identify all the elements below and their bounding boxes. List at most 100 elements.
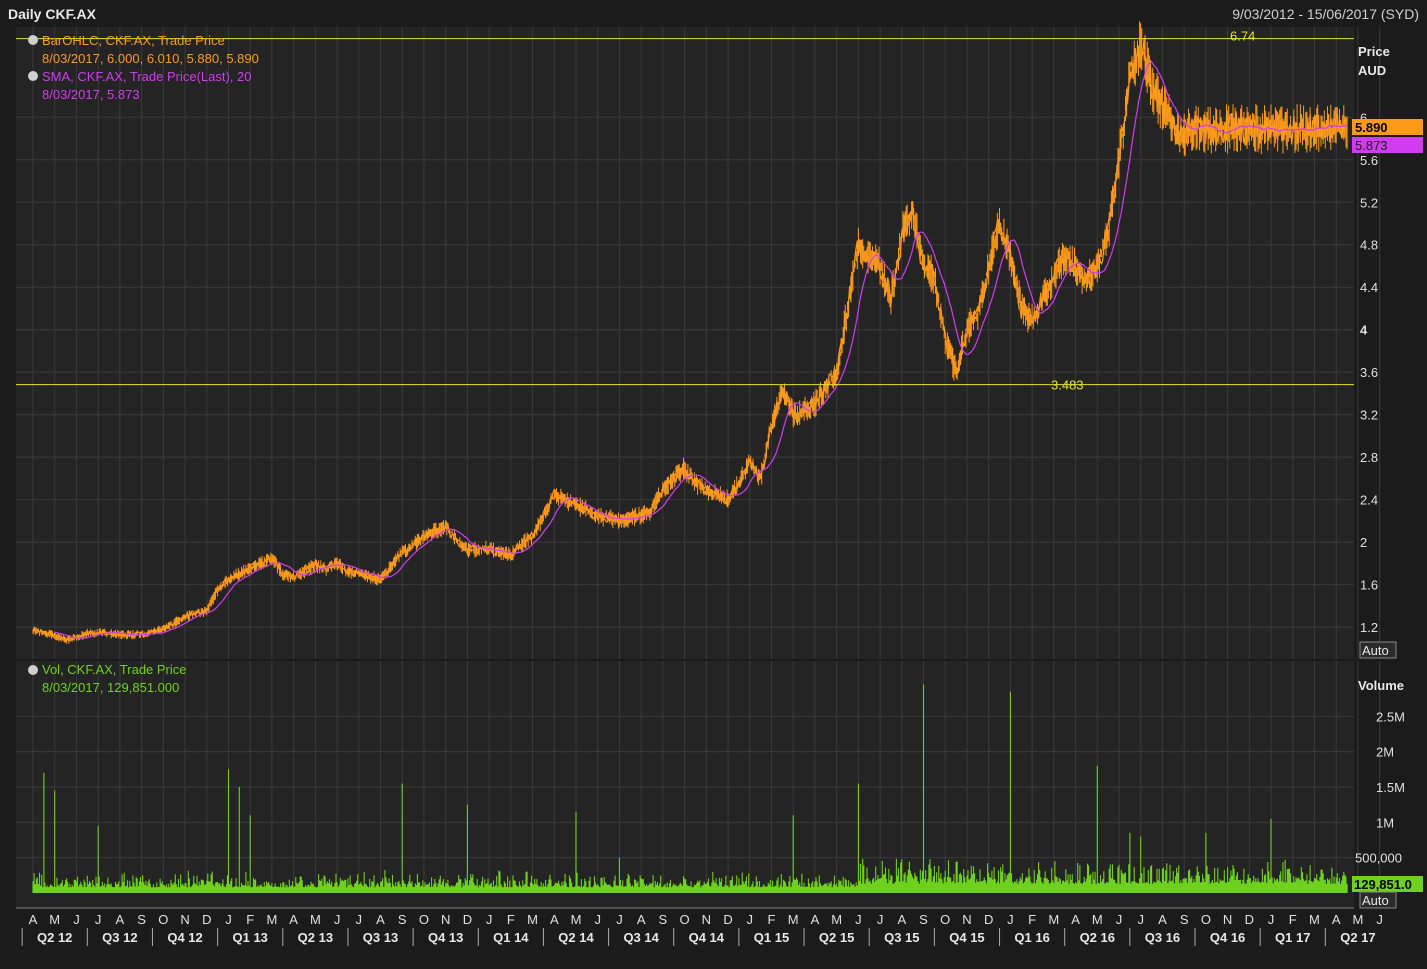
- month-label: F: [1028, 912, 1036, 927]
- chart-header: Daily CKF.AX 9/03/2012 - 15/06/2017 (SYD…: [0, 0, 1427, 27]
- month-label: M: [49, 912, 60, 927]
- month-label: M: [310, 912, 321, 927]
- month-label: J: [594, 912, 601, 927]
- sma-legend-icon[interactable]: [28, 71, 38, 81]
- quarter-label: Q4 16: [1210, 930, 1245, 945]
- month-label: J: [1007, 912, 1014, 927]
- month-label: A: [1332, 912, 1341, 927]
- month-label: D: [984, 912, 993, 927]
- month-label: N: [962, 912, 971, 927]
- month-label: O: [940, 912, 950, 927]
- last-volume-badge: [1352, 876, 1423, 892]
- quarter-label: Q2 16: [1080, 930, 1115, 945]
- month-label: S: [1180, 912, 1189, 927]
- high-label: 6.74: [1230, 29, 1255, 44]
- price-tick-label: 4.4: [1360, 280, 1378, 295]
- price-tick-label: 2.8: [1360, 450, 1378, 465]
- month-label: O: [419, 912, 429, 927]
- month-label: J: [1268, 912, 1275, 927]
- month-label: M: [571, 912, 582, 927]
- volume-auto-button[interactable]: [1359, 891, 1397, 909]
- volume-tick-label: 1M: [1376, 815, 1394, 830]
- low-label: 3.483: [1051, 378, 1084, 393]
- month-label: J: [225, 912, 232, 927]
- price-tick-label: 1.2: [1360, 620, 1378, 635]
- last-sma-label: 5.873: [1355, 138, 1388, 153]
- volume-axis: 500,000 1M 1.5M 2M 2.5M: [1355, 709, 1405, 865]
- month-label: J: [95, 912, 102, 927]
- volume-axis-title: Volume: [1358, 678, 1404, 693]
- month-label: N: [441, 912, 450, 927]
- price-axis-unit: AUD: [1358, 63, 1386, 78]
- month-label: D: [202, 912, 211, 927]
- month-label: D: [1245, 912, 1254, 927]
- volume-legend-name: Vol, CKF.AX, Trade Price: [42, 662, 187, 677]
- month-label: J: [855, 912, 862, 927]
- month-label: J: [1137, 912, 1144, 927]
- price-tick-label: 1.6: [1360, 578, 1378, 593]
- quarter-label: Q1 14: [493, 930, 529, 945]
- quarter-label: Q4 15: [949, 930, 984, 945]
- month-label: O: [1201, 912, 1211, 927]
- month-label: A: [1158, 912, 1167, 927]
- sma-line: [54, 60, 1348, 639]
- price-series: [32, 21, 1348, 644]
- month-label: J: [73, 912, 80, 927]
- quarter-label: Q2 12: [37, 930, 72, 945]
- month-label: J: [1376, 912, 1383, 927]
- month-label: M: [1309, 912, 1320, 927]
- month-label: J: [486, 912, 493, 927]
- quarter-label: Q1 15: [754, 930, 789, 945]
- month-label: M: [527, 912, 538, 927]
- price-auto-label: Auto: [1362, 643, 1389, 658]
- quarter-label: Q1 17: [1275, 930, 1310, 945]
- quarter-label: Q3 12: [102, 930, 137, 945]
- month-label: J: [616, 912, 623, 927]
- month-label: A: [550, 912, 559, 927]
- volume-tick-label: 2M: [1376, 745, 1394, 760]
- price-tick-label: 3.2: [1360, 408, 1378, 423]
- volume-legend-icon[interactable]: [28, 665, 38, 675]
- month-label: A: [376, 912, 385, 927]
- price-auto-button[interactable]: [1359, 641, 1397, 659]
- quarter-label: Q3 15: [884, 930, 919, 945]
- quarter-label: Q2 13: [298, 930, 333, 945]
- month-label: A: [897, 912, 906, 927]
- month-label: F: [1289, 912, 1297, 927]
- month-label: A: [29, 912, 38, 927]
- quarter-label: Q3 16: [1145, 930, 1180, 945]
- quarter-label: Q1 16: [1014, 930, 1049, 945]
- volume-auto-label: Auto: [1362, 893, 1389, 908]
- ohlc-legend-icon[interactable]: [28, 35, 38, 45]
- volume-bar: [32, 684, 1348, 893]
- price-tick-label: 2.4: [1360, 493, 1378, 508]
- month-label: O: [680, 912, 690, 927]
- month-label: M: [1352, 912, 1363, 927]
- month-label: N: [1223, 912, 1232, 927]
- month-label: D: [463, 912, 472, 927]
- sma-legend-name: SMA, CKF.AX, Trade Price(Last), 20: [42, 69, 252, 84]
- ohlc-legend-values: 8/03/2017, 6.000, 6.010, 5.880, 5.890: [42, 51, 259, 66]
- high-low-lines: 6.74 3.483: [16, 29, 1354, 393]
- volume-legend-values: 8/03/2017, 129,851.000: [42, 680, 179, 695]
- ohlc-legend-name: BarOHLC, CKF.AX, Trade Price: [42, 33, 225, 48]
- month-label: S: [137, 912, 146, 927]
- chart-title: Daily CKF.AX: [8, 6, 96, 22]
- month-label: J: [334, 912, 341, 927]
- quarter-label: Q4 13: [428, 930, 463, 945]
- month-label: J: [877, 912, 884, 927]
- month-label: A: [811, 912, 820, 927]
- quarter-label: Q3 13: [363, 930, 398, 945]
- month-label: M: [1048, 912, 1059, 927]
- month-label: F: [768, 912, 776, 927]
- date-range: 9/03/2012 - 15/06/2017 (SYD): [1232, 6, 1419, 22]
- price-tick-label: 5.6: [1360, 153, 1378, 168]
- volume-tick-label: 2.5M: [1376, 709, 1405, 724]
- month-label: O: [158, 912, 168, 927]
- month-label: N: [702, 912, 711, 927]
- quarter-label: Q2 14: [558, 930, 594, 945]
- volume-tick-label: 500,000: [1355, 851, 1402, 866]
- month-label: A: [116, 912, 125, 927]
